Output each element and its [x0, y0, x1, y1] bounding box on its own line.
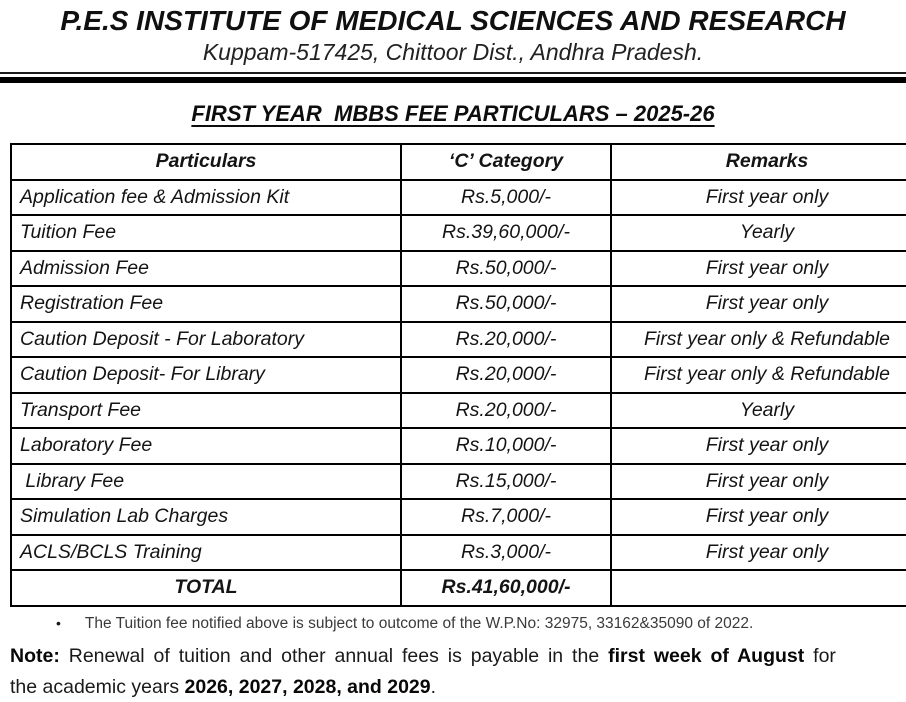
- remarks-cell: First year only & Refundable: [610, 356, 906, 394]
- particulars-cell: Admission Fee: [10, 249, 402, 288]
- table-row: Registration Fee Rs.50,000/- First year …: [10, 285, 906, 323]
- bullet-icon: •: [56, 614, 61, 631]
- particulars-cell: Laboratory Fee: [10, 427, 402, 465]
- note-text-segment: .: [430, 675, 437, 698]
- amount-cell: Rs.20,000/-: [400, 320, 612, 359]
- column-header-category: ‘C’ Category: [400, 143, 612, 181]
- remarks-cell: First year only: [610, 249, 906, 288]
- note-text-segment: the academic years: [10, 675, 185, 698]
- amount-cell: Rs.39,60,000/-: [400, 214, 612, 252]
- amount-cell: Rs.15,000/-: [400, 462, 612, 501]
- column-header-particulars: Particulars: [10, 143, 402, 181]
- footnote-bullet-text: The Tuition fee notified above is subjec…: [84, 614, 754, 632]
- table-row: Caution Deposit- For Library Rs.20,000/-…: [10, 356, 906, 394]
- particulars-cell: Simulation Lab Charges: [10, 498, 402, 536]
- table-row: Tuition Fee Rs.39,60,000/- Yearly: [10, 214, 906, 252]
- remarks-cell: First year only: [610, 498, 906, 536]
- remarks-cell: First year only & Refundable: [610, 320, 906, 359]
- table-row: Transport Fee Rs.20,000/- Yearly: [10, 391, 906, 430]
- amount-cell: Rs.20,000/-: [400, 391, 612, 430]
- header-divider: [0, 71, 906, 83]
- total-label-cell: TOTAL: [10, 569, 402, 607]
- section-heading: FIRST YEAR MBBS FEE PARTICULARS – 2025-2…: [191, 100, 715, 126]
- remarks-cell: First year only: [610, 462, 906, 501]
- note-bold-prefix: Note:: [10, 644, 60, 667]
- table-row: Caution Deposit - For Laboratory Rs.20,0…: [10, 320, 906, 359]
- page-title: P.E.S INSTITUTE OF MEDICAL SCIENCES AND …: [60, 5, 846, 36]
- remarks-cell: First year only: [610, 285, 906, 323]
- amount-cell: Rs.7,000/-: [400, 498, 612, 536]
- particulars-cell: Application fee & Admission Kit: [10, 178, 402, 217]
- remarks-cell: First year only: [610, 427, 906, 465]
- note-bold-years: 2026, 2027, 2028, and 2029: [184, 675, 431, 698]
- divider-thin-line: [0, 71, 906, 74]
- footnote-bullet: • The Tuition fee notified above is subj…: [56, 614, 906, 633]
- table-row: Admission Fee Rs.50,000/- First year onl…: [10, 249, 906, 288]
- amount-cell: Rs.3,000/-: [400, 533, 612, 572]
- note-paragraph: Note: Renewal of tuition and other annua…: [10, 641, 894, 702]
- fee-table: Particulars ‘C’ Category Remarks Applica…: [10, 143, 906, 607]
- remarks-cell: First year only: [610, 533, 906, 572]
- table-row: Library Fee Rs.15,000/- First year only: [10, 462, 906, 501]
- total-remarks-cell: [610, 569, 906, 607]
- particulars-cell: Caution Deposit - For Laboratory: [10, 320, 402, 359]
- particulars-cell: Registration Fee: [10, 285, 402, 323]
- amount-cell: Rs.50,000/-: [400, 249, 612, 288]
- total-amount-cell: Rs.41,60,000/-: [400, 569, 612, 607]
- remarks-cell: Yearly: [610, 391, 906, 430]
- amount-cell: Rs.50,000/-: [400, 285, 612, 323]
- particulars-cell: ACLS/BCLS Training: [10, 533, 402, 572]
- note-line-1: Note: Renewal of tuition and other annua…: [10, 645, 836, 667]
- amount-cell: Rs.5,000/-: [400, 178, 612, 217]
- document-page: { "header": { "title": "P.E.S INSTITUTE …: [0, 5, 906, 702]
- remarks-cell: Yearly: [610, 214, 906, 252]
- page-subtitle: Kuppam-517425, Chittoor Dist., Andhra Pr…: [202, 39, 704, 66]
- total-row: TOTAL Rs.41,60,000/-: [10, 569, 906, 607]
- note-bold-august: first week of August: [608, 644, 805, 667]
- table-row: Laboratory Fee Rs.10,000/- First year on…: [10, 427, 906, 465]
- table-row: Simulation Lab Charges Rs.7,000/- First …: [10, 498, 906, 536]
- column-header-remarks: Remarks: [610, 143, 906, 181]
- amount-cell: Rs.10,000/-: [400, 427, 612, 465]
- remarks-cell: First year only: [610, 178, 906, 217]
- note-text-segment: Renewal of tuition and other annual fees…: [59, 644, 609, 667]
- particulars-cell: Caution Deposit- For Library: [10, 356, 402, 394]
- particulars-cell: Tuition Fee: [10, 214, 402, 252]
- divider-thick-line: [0, 76, 906, 83]
- particulars-cell: Transport Fee: [10, 391, 402, 430]
- particulars-cell: Library Fee: [10, 462, 402, 501]
- table-row: ACLS/BCLS Training Rs.3,000/- First year…: [10, 533, 906, 572]
- table-header-row: Particulars ‘C’ Category Remarks: [10, 143, 906, 181]
- note-line-2: the academic years 2026, 2027, 2028, and…: [10, 676, 436, 698]
- note-text-segment: for: [804, 644, 836, 667]
- table-row: Application fee & Admission Kit Rs.5,000…: [10, 178, 906, 217]
- amount-cell: Rs.20,000/-: [400, 356, 612, 394]
